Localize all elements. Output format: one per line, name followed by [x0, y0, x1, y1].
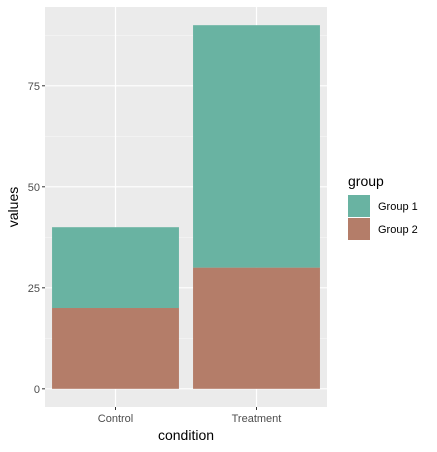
legend-label: Group 2 [378, 224, 418, 236]
x-axis: Control Treatment [98, 407, 282, 425]
x-axis-title: condition [158, 427, 214, 443]
x-tick-label: Control [98, 413, 133, 425]
legend-swatch [348, 218, 370, 240]
y-tick-label: 0 [34, 384, 40, 396]
bar-segment [193, 25, 320, 268]
legend-label: Group 1 [378, 201, 418, 213]
y-tick-label: 50 [28, 182, 40, 194]
legend-swatch [348, 195, 370, 217]
y-tick-label: 25 [28, 283, 40, 295]
bar-segment [52, 227, 179, 309]
bars-layer [52, 25, 320, 389]
legend-items: Group 1 Group 2 [348, 195, 418, 240]
legend: group Group 1 Group 2 [348, 173, 418, 240]
bar-segment [52, 308, 179, 389]
y-axis: 0 25 50 75 [28, 81, 45, 396]
legend-title: group [348, 173, 384, 189]
y-axis-title: values [5, 187, 21, 227]
y-tick-label: 75 [28, 81, 40, 93]
x-tick-label: Treatment [232, 413, 282, 425]
bar-segment [193, 267, 320, 389]
